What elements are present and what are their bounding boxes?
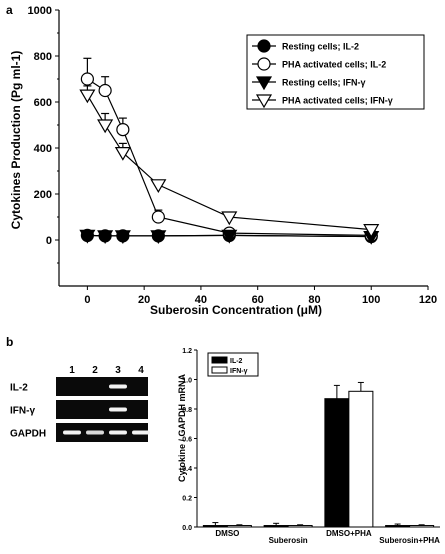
legend-box [246, 34, 425, 110]
y-tick-label: 1000 [28, 5, 52, 17]
bar-y-tick-label: 0.2 [182, 496, 192, 503]
x-tick-label: 80 [308, 294, 320, 306]
gel-image: 1 2 3 4 IL-2 IFN-γ GAPDH [8, 363, 150, 503]
data-point [79, 229, 96, 244]
category-label: DMSO [215, 529, 239, 538]
series-line [86, 94, 372, 231]
data-point [150, 230, 167, 245]
x-tick-label: 0 [84, 294, 90, 306]
legend-marker [257, 57, 271, 71]
legend-marker [255, 94, 273, 109]
bar [324, 398, 350, 528]
x-axis-title: Suberosin Concentration (μM) [150, 303, 322, 317]
x-tick-label: 60 [252, 294, 264, 306]
bar-legend-label: IL-2 [230, 358, 243, 365]
gel-band [109, 430, 127, 435]
data-point [221, 211, 238, 226]
y-tick-label: 400 [34, 143, 52, 155]
bar [202, 525, 228, 528]
bar-y-tick-label: 0.6 [182, 437, 192, 444]
category-label: DMSO+PHA [326, 529, 372, 538]
data-point [116, 123, 130, 137]
line-chart: 0 200 400 600 800 1000 0 20 40 60 80 100 120 [28, 5, 438, 306]
gel-row-label: IL-2 [10, 383, 28, 394]
data-point [97, 230, 114, 245]
data-point [114, 230, 131, 245]
y-tick-label: 600 [34, 97, 52, 109]
bar-y-tick-label: 1.0 [182, 378, 192, 385]
bar-legend-label: IFN-γ [230, 368, 248, 375]
category-label: Suberosin+PHA [379, 536, 440, 545]
data-point [79, 89, 96, 104]
x-tick-label: 120 [419, 294, 437, 306]
legend-label: Resting cells; IFN-γ [282, 78, 366, 88]
bar [409, 525, 435, 528]
gel-band [109, 407, 127, 412]
data-point [114, 147, 131, 161]
y-tick-label: 200 [34, 189, 52, 201]
panel-a-label: a [6, 3, 13, 17]
legend-label: PHA activated cells; IFN-γ [282, 96, 393, 106]
gel-row-label: GAPDH [10, 429, 46, 440]
legend-label: PHA activated cells; IL-2 [282, 60, 386, 70]
legend-label: Resting cells; IL-2 [282, 42, 359, 52]
data-point [151, 210, 165, 224]
y-tick-label: 0 [46, 235, 52, 247]
bar [348, 390, 374, 528]
gel-strip [56, 400, 148, 419]
data-point [150, 179, 167, 193]
bar [287, 525, 313, 528]
data-point [221, 229, 238, 244]
data-point [80, 72, 94, 86]
gel-band [63, 430, 81, 435]
legend-marker [257, 39, 271, 53]
gel-strip [56, 377, 148, 396]
bar [385, 525, 411, 528]
legend-marker [255, 76, 273, 91]
bar-y-tick-label: 0.4 [182, 466, 192, 473]
lane-number: 2 [92, 365, 98, 376]
gel-row-label: IFN-γ [10, 406, 35, 417]
x-tick-label: 40 [195, 294, 207, 306]
gel-band [132, 430, 150, 435]
bar-y-tick-label: 0.0 [182, 525, 192, 532]
data-point [363, 224, 380, 238]
lane-number: 4 [138, 365, 144, 376]
bar-y-tick-label: 0.8 [182, 407, 192, 414]
x-tick-label: 20 [138, 294, 150, 306]
bar-y-axis-title: Cytokine / GAPDH mRNA [177, 373, 187, 482]
bar-legend-swatch [211, 366, 228, 374]
gel-band [109, 384, 127, 389]
bar-chart: 0.0 0.2 0.4 0.6 0.8 1.0 1.2 DMSO Suberosin DMSO+P… [182, 348, 440, 545]
panel-b-label: b [6, 335, 13, 349]
data-point [98, 83, 112, 98]
bar [226, 525, 252, 528]
bar-legend: IL-2 IFN-γ [207, 352, 259, 377]
bar-y-tick-label: 1.2 [182, 348, 192, 355]
y-axis-title: Cytokines Production (Pg ml-1) [9, 51, 23, 230]
bar-legend-swatch [211, 356, 228, 364]
bar [263, 525, 289, 528]
category-label: Suberosin [269, 536, 308, 545]
lane-number: 1 [69, 365, 75, 376]
lane-number: 3 [115, 365, 121, 376]
y-tick-label: 800 [34, 51, 52, 63]
x-tick-label: 100 [362, 294, 380, 306]
legend: Resting cells; IL-2 PHA activated cells; … [246, 34, 425, 110]
gel-figure: 1 2 3 4 IL-2 IFN-γ GAPDH [10, 365, 150, 442]
data-point [97, 119, 114, 134]
gel-band [86, 430, 104, 435]
